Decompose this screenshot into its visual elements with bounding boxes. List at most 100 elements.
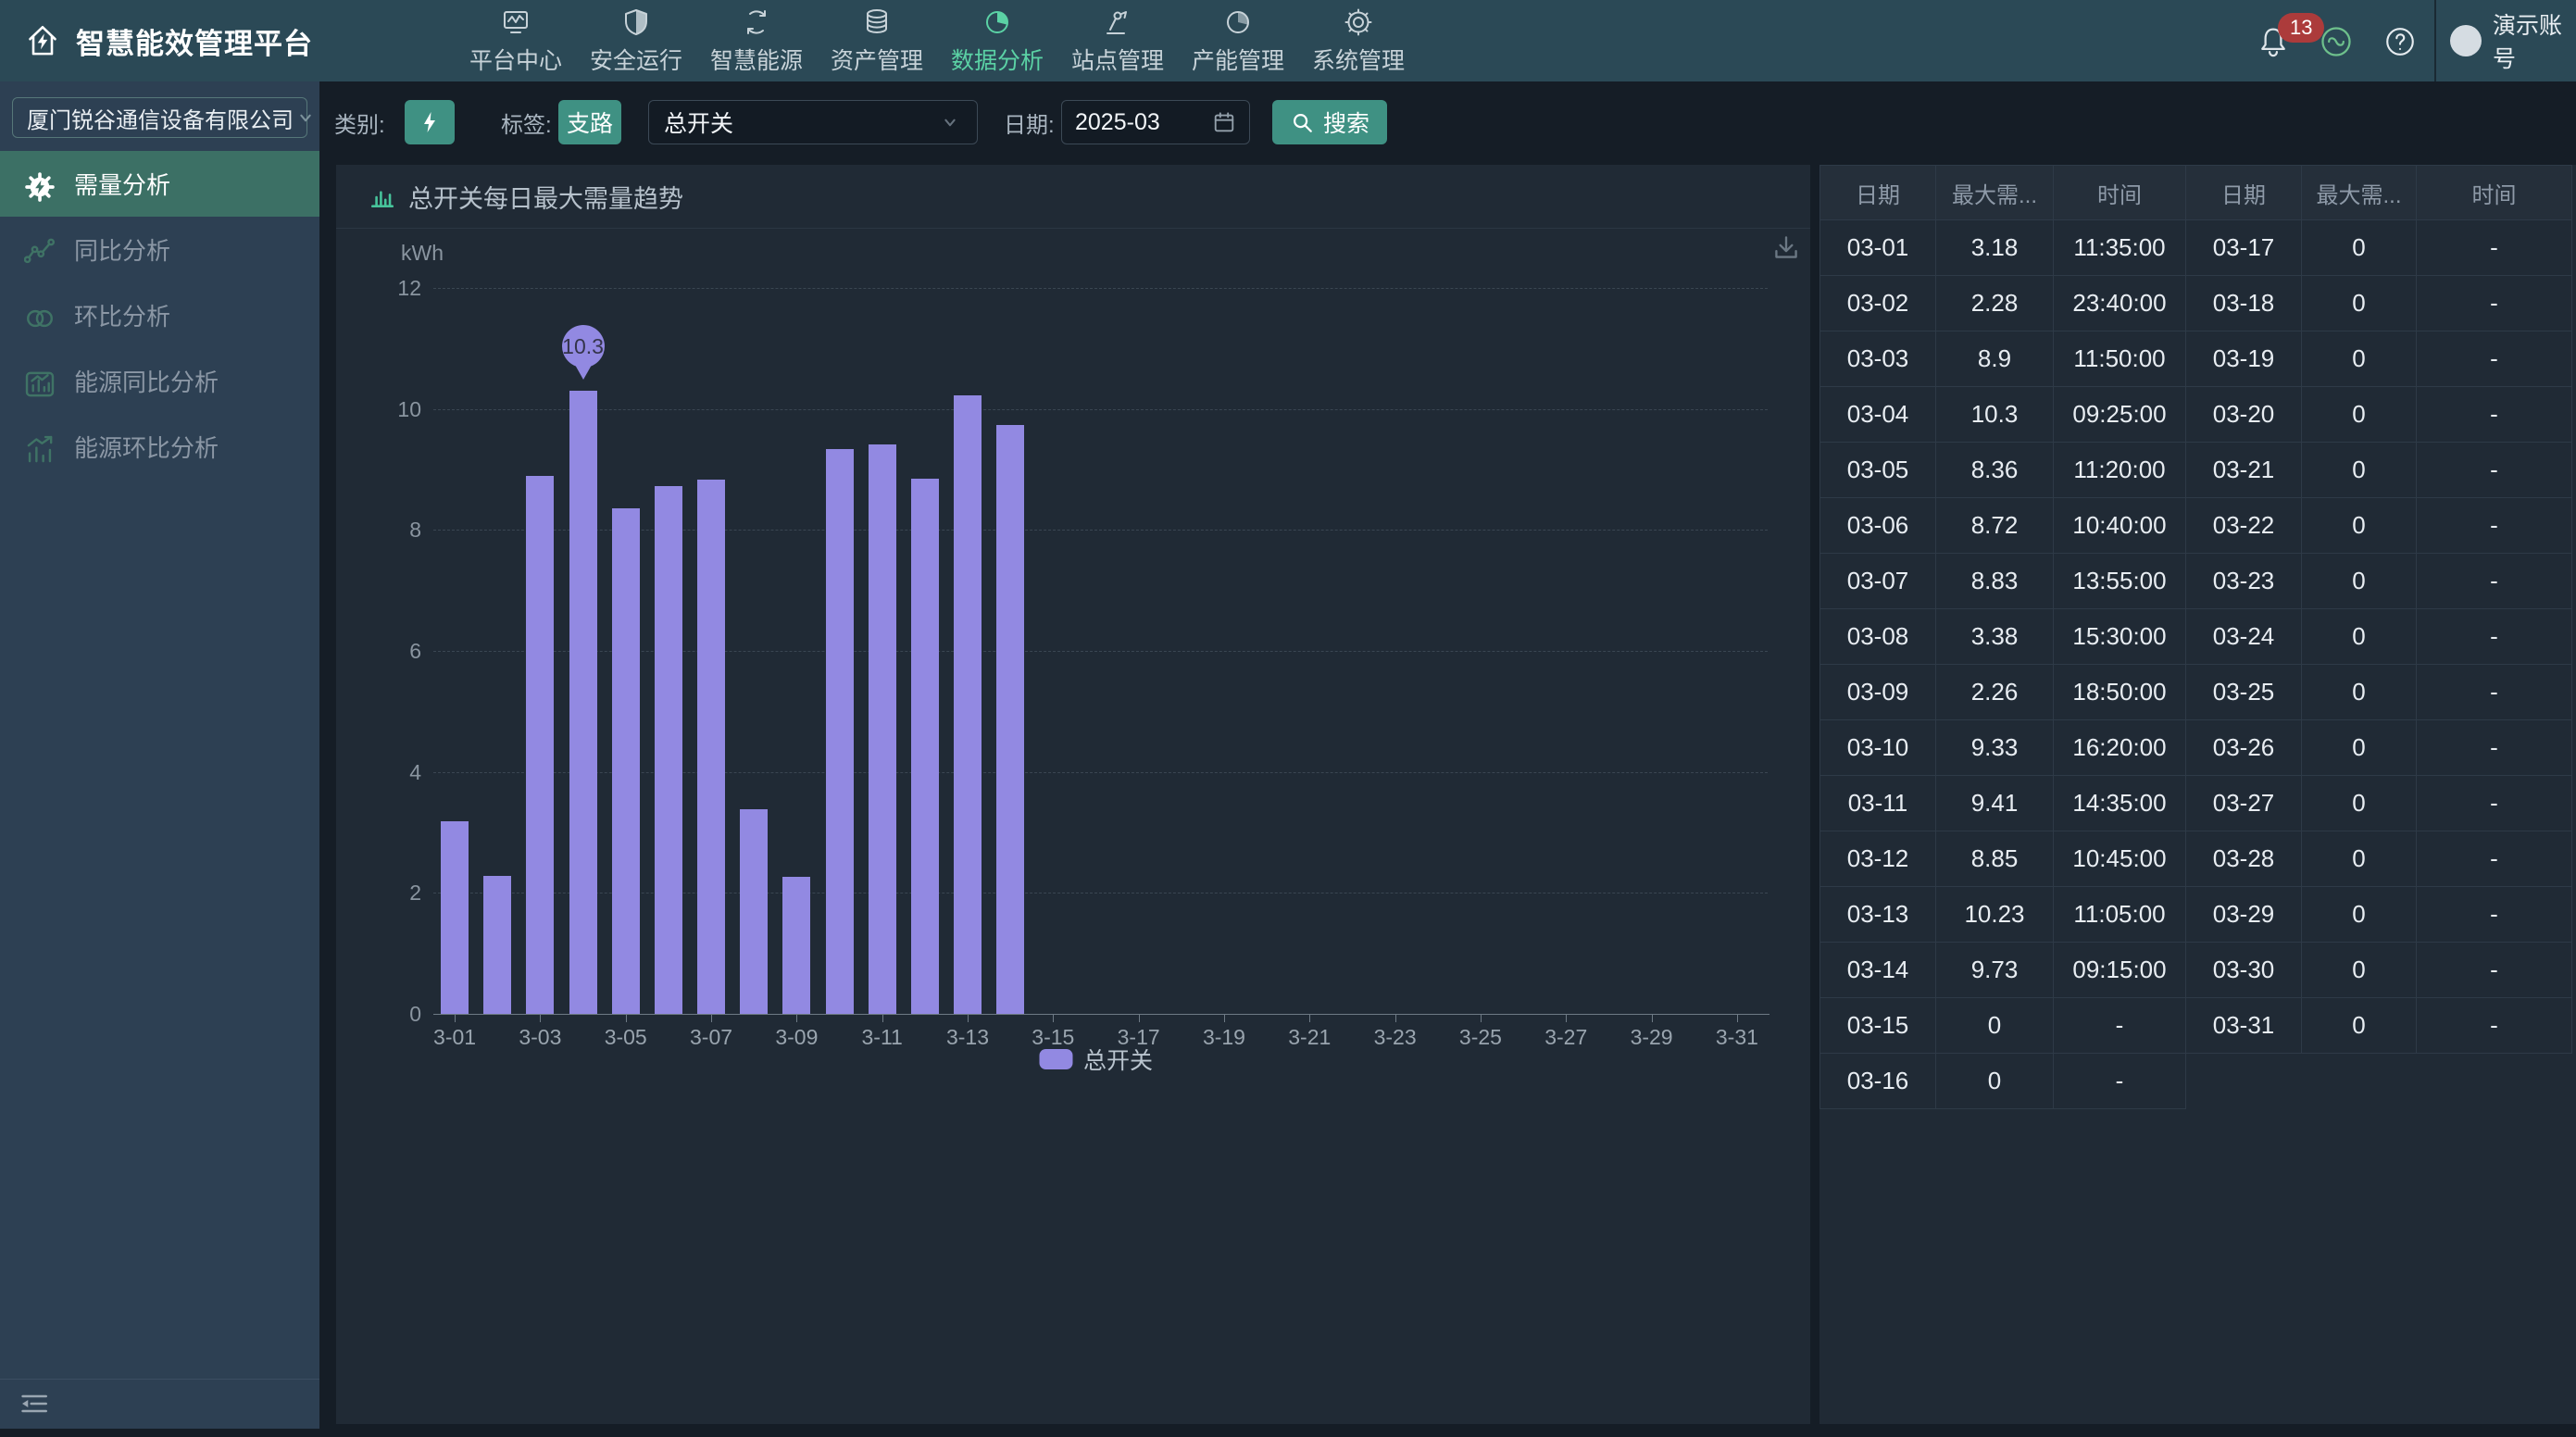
x-axis-line [433, 1014, 1769, 1015]
avatar[interactable] [2450, 25, 2482, 56]
table-cell: 03-26 [2185, 719, 2302, 776]
x-tick [455, 1015, 456, 1022]
help-icon[interactable] [2383, 25, 2417, 58]
gridline-6 [433, 651, 1768, 652]
bar-3-14[interactable] [996, 425, 1025, 1014]
table-cell: 0 [2301, 386, 2417, 443]
table-cell: 0 [2301, 664, 2417, 720]
bar-3-07[interactable] [697, 480, 726, 1014]
nav-item-smart-energy[interactable]: 智慧能源 [708, 0, 805, 81]
monitor-pulse-icon[interactable] [2319, 24, 2354, 59]
top-navbar: 智慧能效管理平台 平台中心 安全运行 智慧能源 资产管理 数据分析 站点管理 产… [0, 0, 2576, 81]
bar-3-03[interactable] [526, 475, 555, 1014]
column-header: 最大需... [2301, 165, 2417, 220]
table-row: 03-03 8.9 11:50:00 03-19 0- [1819, 331, 2572, 387]
table-cell: 03-25 [2185, 664, 2302, 720]
table-cell: 03-16 [1819, 1053, 1936, 1109]
y-tick-label: 2 [409, 881, 421, 906]
bar-3-02[interactable] [483, 876, 512, 1014]
y-axis-unit-label: kWh [401, 241, 444, 265]
search-button[interactable]: 搜索 [1272, 100, 1387, 144]
sidebar-item-yoy-analysis[interactable]: 同比分析 [0, 217, 319, 282]
table-cell: 03-12 [1819, 831, 1936, 887]
nav-item-label: 安全运行 [589, 47, 682, 74]
bar-3-06[interactable] [654, 486, 682, 1014]
bar-3-01[interactable] [441, 821, 469, 1014]
collapse-sidebar-button[interactable] [19, 1389, 48, 1418]
sidebar-item-demand-analysis[interactable]: 需量分析 [0, 151, 319, 217]
nav-item-capacity-management[interactable]: 产能管理 [1190, 0, 1286, 81]
company-select[interactable]: 厦门锐谷通信设备有限公司 [12, 97, 311, 138]
y-tick-label: 4 [409, 759, 421, 784]
bar-3-13[interactable] [954, 394, 982, 1014]
table-cell: 03-18 [2185, 275, 2302, 331]
table-cell: 03-11 [1819, 775, 1936, 831]
x-tick [1566, 1015, 1568, 1022]
tag-branch-button[interactable]: 支路 [558, 100, 621, 144]
bar-3-09[interactable] [782, 877, 811, 1014]
nav-item-safe-operation[interactable]: 安全运行 [588, 0, 684, 81]
table-row: 03-07 8.83 13:55:00 03-23 0- [1819, 553, 2572, 609]
bar-3-05[interactable] [611, 507, 640, 1014]
column-header: 日期 [2185, 165, 2302, 220]
table-cell: 10.3 [1935, 386, 2054, 443]
table-cell: 16:20:00 [2053, 719, 2186, 776]
table-cell: 9.33 [1935, 719, 2054, 776]
sidebar-item-mom-analysis[interactable]: 环比分析 [0, 282, 319, 348]
safe-operation-icon [620, 6, 652, 38]
gridline-4 [433, 771, 1768, 773]
capacity-management-icon [1222, 6, 1254, 38]
table-cell: 03-22 [2185, 497, 2302, 554]
bar-3-08[interactable] [740, 809, 769, 1014]
chart-legend[interactable]: 总开关 [1038, 1043, 1154, 1076]
table-cell: - [2416, 831, 2572, 887]
table-cell: 11:35:00 [2053, 219, 2186, 276]
username[interactable]: 演示账号 [2493, 13, 2563, 72]
demand-gear-icon [24, 171, 55, 202]
table-cell: 9.41 [1935, 775, 2054, 831]
table-cell: 03-27 [2185, 775, 2302, 831]
nav-item-system-management[interactable]: 系统管理 [1310, 0, 1407, 81]
sidebar: 厦门锐谷通信设备有限公司 需量分析 同比分析 环比分析 能源同比分析 能源环比分… [0, 81, 319, 1429]
x-tick [796, 1015, 798, 1022]
notifications-button[interactable]: 13 [2256, 13, 2325, 61]
nav-item-label: 智慧能源 [709, 47, 803, 74]
nav-item-platform-center[interactable]: 平台中心 [468, 0, 564, 81]
y-tick-label: 12 [397, 276, 421, 300]
x-tick-label: 3-31 [1715, 1025, 1758, 1049]
table-cell: 03-30 [2185, 942, 2302, 998]
x-tick [540, 1015, 542, 1022]
table-cell: 10:40:00 [2053, 497, 2186, 554]
nav-item-asset-management[interactable]: 资产管理 [829, 0, 925, 81]
x-tick [625, 1015, 627, 1022]
bar-3-12[interactable] [910, 478, 939, 1014]
date-input[interactable]: 2025-03 [1061, 100, 1250, 144]
sidebar-item-energy-yoy-analysis[interactable]: 能源同比分析 [0, 348, 319, 414]
table-cell: 0 [2301, 219, 2417, 276]
nav-item-site-management[interactable]: 站点管理 [1069, 0, 1166, 81]
nav-item-data-analysis[interactable]: 数据分析 [949, 0, 1045, 81]
bar-3-11[interactable] [868, 444, 896, 1014]
x-tick [1736, 1015, 1738, 1022]
sidebar-item-energy-mom-analysis[interactable]: 能源环比分析 [0, 414, 319, 480]
table-cell: 14:35:00 [2053, 775, 2186, 831]
switch-select[interactable]: 总开关 [648, 100, 978, 144]
nav-item-label: 资产管理 [830, 47, 923, 74]
table-cell: - [2053, 997, 2186, 1054]
category-electric-button[interactable] [405, 100, 455, 144]
sidebar-divider [0, 1379, 319, 1380]
platform-center-icon [500, 6, 531, 38]
bar-3-10[interactable] [825, 449, 854, 1014]
bar-3-04[interactable] [569, 391, 597, 1014]
download-icon[interactable] [1769, 231, 1803, 265]
table-cell: - [2416, 386, 2572, 443]
table-cell: 03-17 [2185, 219, 2302, 276]
nav-item-label: 站点管理 [1070, 47, 1164, 74]
y-tick-label: 10 [397, 396, 421, 421]
table-cell: 0 [1935, 1053, 2054, 1109]
x-tick [882, 1015, 883, 1022]
home-lightning-logo-icon [24, 22, 61, 59]
legend-label: 总开关 [1082, 1048, 1154, 1074]
chart-panel: 总开关每日最大需量趋势 kWh 0 2 4 6 8 10 12 3-01 3-03 3-05 3-07… [336, 165, 1810, 1424]
table-cell: 0 [2301, 775, 2417, 831]
